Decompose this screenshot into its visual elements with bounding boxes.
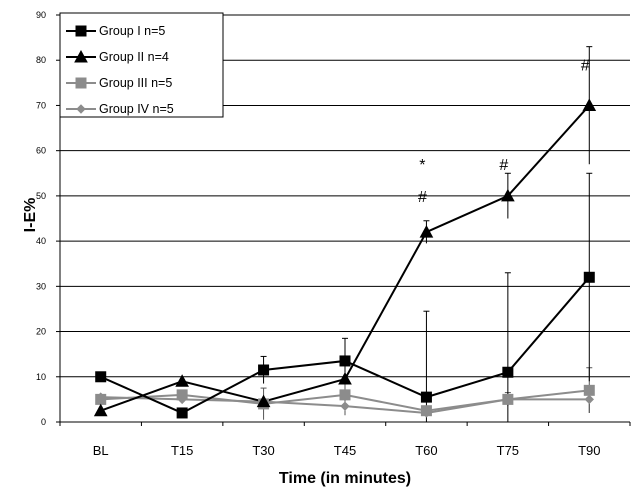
legend-item-4-label: Group IV n=5	[99, 102, 174, 116]
legend-item-2-swatch-marker	[74, 49, 88, 63]
x-tick-labels: BL T15 T30 T45 T60 T75 T90	[93, 443, 601, 458]
y-tick-label: 40	[36, 236, 46, 246]
series-1-point	[258, 364, 270, 376]
x-tick-label: T75	[497, 443, 519, 458]
annotation-mark: #	[581, 58, 590, 75]
annotation-mark: #	[418, 189, 427, 206]
series-2-point	[582, 98, 597, 111]
series-4-point	[340, 401, 350, 411]
x-tick-label: T60	[415, 443, 437, 458]
legend: Group I n=5 Group II n=4 Group III n=5 Grou…	[59, 12, 224, 118]
series-1-point	[583, 271, 595, 283]
legend-item-3-swatch-marker	[75, 77, 87, 89]
x-axis-title: Time (in minutes)	[279, 470, 411, 487]
series-2-point	[93, 403, 108, 417]
axes	[56, 14, 631, 426]
series-2-point	[419, 225, 434, 238]
y-tick-label: 90	[36, 10, 46, 20]
x-tick-label: T15	[171, 443, 193, 458]
series-1-point	[502, 366, 514, 378]
legend-item-3-label: Group III n=5	[99, 76, 172, 90]
y-tick-labels: 0 10 20 30 40 50 60 70 80 90	[36, 10, 46, 427]
y-axis-title: I-E%	[22, 198, 39, 233]
x-tick-label: BL	[93, 443, 109, 458]
series-1-point	[176, 407, 188, 419]
series-3-point	[420, 405, 432, 417]
y-tick-label: 10	[36, 372, 46, 382]
series-2-point	[175, 374, 189, 387]
y-tick-label: 60	[36, 146, 46, 156]
series-1-point	[95, 371, 107, 383]
series-2-point	[501, 188, 515, 202]
y-tick-label: 20	[36, 327, 46, 337]
series-3-point	[502, 393, 514, 405]
series-3-point	[339, 389, 351, 401]
series-3-point	[176, 389, 188, 401]
y-tick-label: 70	[36, 100, 46, 110]
annotation-mark: #	[499, 157, 508, 174]
series-markers	[93, 98, 597, 419]
series-1-point	[420, 391, 432, 403]
y-tick-label: 0	[41, 417, 46, 427]
legend-item-1-label: Group I n=5	[99, 24, 165, 38]
y-tick-label: 80	[36, 55, 46, 65]
series-3-point	[95, 393, 107, 405]
legend-item-1-swatch-marker	[75, 25, 87, 37]
series-2-point	[338, 371, 352, 385]
x-tick-label: T90	[578, 443, 600, 458]
legend-item-4-swatch-marker	[76, 104, 86, 114]
y-tick-label: 50	[36, 191, 46, 201]
annotations: * # # #	[418, 58, 590, 206]
x-tick-label: T30	[252, 443, 274, 458]
series-4-point	[584, 394, 594, 405]
annotation-mark: *	[419, 157, 425, 174]
series-1-point	[339, 355, 351, 367]
y-tick-label: 30	[36, 281, 46, 291]
series-2-point	[256, 394, 271, 408]
legend-item-2-label: Group II n=4	[99, 50, 169, 64]
series-3-point	[583, 384, 595, 396]
x-tick-label: T45	[334, 443, 356, 458]
